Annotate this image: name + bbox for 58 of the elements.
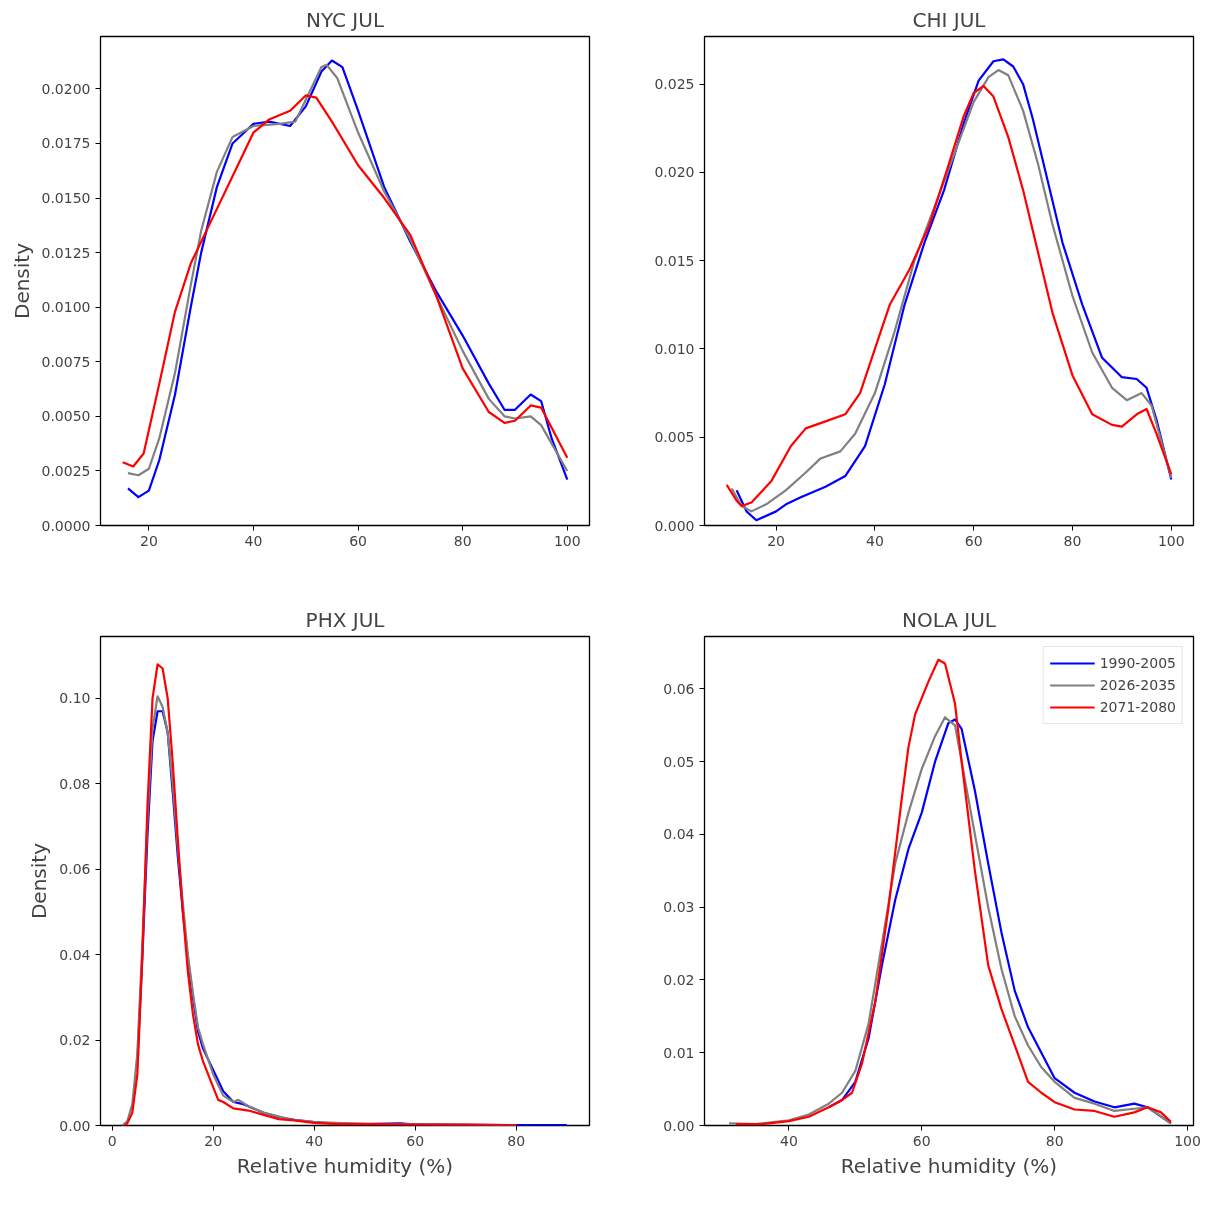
y-tick-label: 0.0025 — [41, 462, 91, 479]
x-tick-label: 20 — [139, 532, 158, 549]
y-tick-label: 0.0175 — [41, 135, 91, 152]
y-tick-label: 0.03 — [663, 899, 695, 916]
y-tick-label: 0.04 — [59, 946, 91, 963]
y-tick-label: 0.020 — [654, 164, 695, 181]
legend-label: 2026-2035 — [1099, 677, 1176, 693]
x-tick-label: 60 — [349, 532, 367, 549]
y-axis-title: Density — [9, 242, 34, 320]
y-tick-label: 0.0150 — [41, 190, 91, 207]
y-tick-label: 0.08 — [59, 775, 91, 792]
y-tick-label: 0.010 — [654, 340, 695, 357]
y-tick-label: 0.04 — [663, 826, 695, 843]
x-tick-label: 40 — [244, 532, 263, 549]
chart-title: PHX JUL — [305, 607, 386, 632]
x-tick-label: 60 — [406, 1132, 425, 1149]
y-tick-label: 0.025 — [654, 76, 695, 93]
x-axis-title: Relative humidity (%) — [236, 1153, 454, 1178]
x-tick-label: 40 — [305, 1132, 324, 1149]
y-tick-label: 0.0075 — [41, 353, 91, 370]
y-tick-label: 0.05 — [663, 753, 695, 770]
y-tick-label: 0.0125 — [41, 244, 91, 261]
x-tick-label: 80 — [1045, 1132, 1064, 1149]
y-tick-label: 0.0200 — [41, 80, 91, 97]
y-tick-label: 0.0000 — [41, 517, 91, 534]
y-tick-label: 0.10 — [59, 690, 91, 707]
y-tick-label: 0.00 — [663, 1117, 695, 1134]
y-axis-title: Density — [27, 842, 52, 920]
y-tick-label: 0.02 — [59, 1032, 91, 1049]
y-tick-label: 0.01 — [663, 1044, 695, 1061]
x-tick-label: 80 — [453, 532, 472, 549]
y-tick-label: 0.06 — [663, 680, 695, 697]
x-tick-label: 60 — [912, 1132, 931, 1149]
y-tick-label: 0.02 — [663, 971, 695, 988]
x-tick-label: 100 — [1174, 1132, 1201, 1149]
chart-title: NOLA JUL — [901, 607, 997, 632]
x-tick-label: 100 — [553, 532, 581, 549]
y-tick-label: 0.00 — [59, 1117, 91, 1134]
x-tick-label: 40 — [866, 532, 884, 549]
y-tick-label: 0.06 — [59, 861, 91, 878]
y-tick-label: 0.0100 — [41, 299, 91, 316]
x-axis-title: Relative humidity (%) — [840, 1153, 1058, 1178]
y-tick-label: 0.015 — [654, 252, 695, 269]
x-tick-label: 100 — [1157, 532, 1185, 549]
legend-label: 1990-2005 — [1099, 655, 1176, 671]
legend-label: 2071-2080 — [1099, 699, 1176, 715]
x-tick-label: 20 — [204, 1132, 223, 1149]
x-tick-label: 0 — [107, 1132, 117, 1149]
y-tick-label: 0.005 — [654, 429, 695, 446]
y-tick-label: 0.000 — [654, 517, 695, 534]
chart-title: NYC JUL — [305, 7, 385, 32]
x-tick-label: 80 — [507, 1132, 526, 1149]
x-tick-label: 80 — [1063, 532, 1082, 549]
x-tick-label: 60 — [964, 532, 983, 549]
y-tick-label: 0.0050 — [41, 408, 91, 425]
x-tick-label: 20 — [767, 532, 786, 549]
chart-title: CHI JUL — [912, 7, 987, 32]
x-tick-label: 40 — [779, 1132, 798, 1149]
